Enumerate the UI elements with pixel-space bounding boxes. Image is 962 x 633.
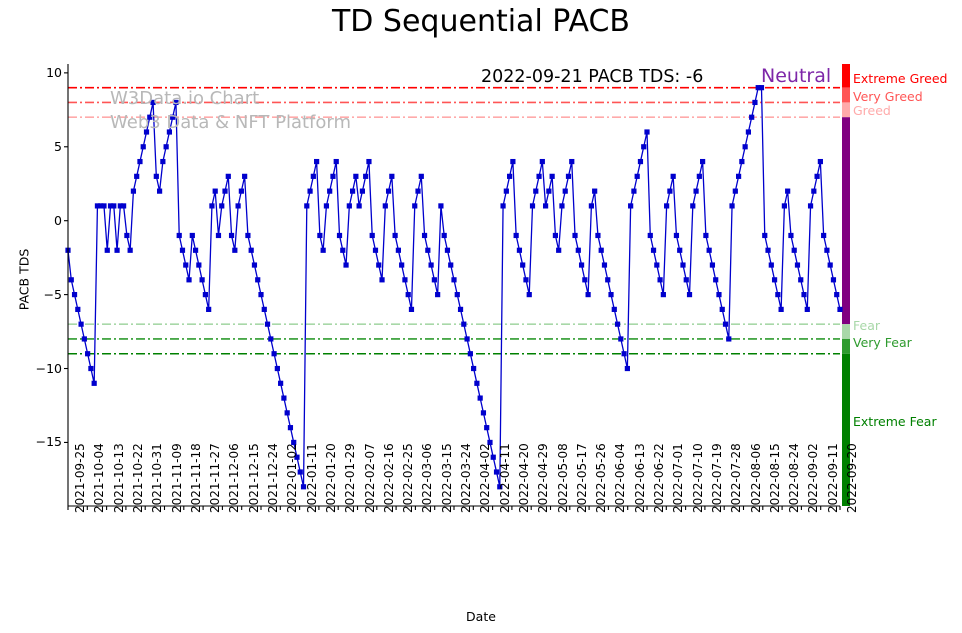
x-axis-tick-label: 2022-04-02 — [478, 443, 493, 513]
x-axis-tick-label: 2021-11-27 — [208, 443, 223, 513]
x-axis-tick-label: 2022-04-11 — [497, 443, 512, 513]
x-axis-tick-label: 2021-11-09 — [169, 443, 184, 513]
x-axis-tick-label: 2022-02-16 — [381, 443, 396, 513]
tds-series-markers — [65, 85, 843, 490]
x-axis-tick-label: 2022-07-19 — [709, 443, 724, 513]
x-axis-tick-label: 2022-03-06 — [420, 443, 435, 513]
zone-label-very-greed: Very Greed — [853, 88, 923, 104]
y-axis-tick-label: 0 — [54, 212, 62, 228]
sentiment-colorbar — [842, 64, 850, 506]
zone-label-extreme-fear: Extreme Fear — [853, 413, 937, 429]
x-axis-tick-label: 2022-08-06 — [748, 443, 763, 513]
x-axis-tick-label: 2021-12-24 — [266, 443, 280, 513]
threshold-lines — [68, 86, 840, 355]
zone-label-greed: Greed — [853, 103, 891, 119]
x-axis-tick-label: 2022-06-13 — [632, 443, 647, 513]
x-axis-tick-label: 2021-10-22 — [130, 443, 145, 513]
page-title: TD Sequential PACB — [331, 4, 631, 39]
x-axis-tick-label: 2022-06-04 — [613, 443, 628, 513]
x-axis-tick-label: 2022-05-26 — [594, 443, 609, 513]
y-axis-tick-label: −15 — [35, 434, 62, 450]
watermark-line-2: Web3 Data & NFT Platform — [110, 112, 352, 133]
x-axis-tick-label: 2022-09-02 — [806, 443, 821, 513]
x-axis-tick-label: 2022-05-17 — [574, 443, 589, 513]
x-axis-tick-label: 2022-01-29 — [343, 443, 358, 513]
x-axis-tick-label: 2022-01-02 — [285, 443, 300, 513]
latest-reading-annotation: 2022-09-21 PACB TDS: -6 — [481, 67, 704, 87]
zone-label-very-fear: Very Fear — [853, 335, 912, 351]
x-axis-tick-label: 2022-01-11 — [304, 443, 319, 513]
x-axis-tick-label: 2021-10-13 — [111, 443, 126, 513]
x-axis-tick-label: 2022-03-15 — [439, 443, 454, 513]
x-axis-tick-label: 2022-04-29 — [536, 443, 551, 513]
watermark-line-1: W3Data.io Chart — [110, 88, 260, 109]
x-axis-tick-label: 2022-09-11 — [825, 443, 840, 513]
x-axis-tick-label: 2022-01-20 — [323, 443, 338, 513]
x-axis-tick-label: 2022-09-20 — [845, 443, 859, 513]
x-axis-tick-label: 2022-07-10 — [690, 443, 705, 513]
x-axis-tick-label: 2022-02-25 — [401, 443, 416, 513]
x-axis-tick-label: 2022-05-08 — [555, 443, 570, 513]
x-axis-tick-label: 2022-07-28 — [729, 443, 744, 513]
x-axis-tick-label: 2021-10-04 — [92, 443, 107, 513]
x-axis-tick-label: 2022-03-24 — [459, 443, 473, 513]
x-axis-title: Date — [466, 609, 496, 624]
x-axis-tick-label: 2022-07-01 — [671, 443, 686, 513]
x-axis-tick-label: 2022-06-22 — [652, 443, 666, 513]
y-axis-tick-label: −5 — [43, 286, 62, 302]
y-axis-tick-label: −10 — [35, 360, 62, 376]
zone-label-extreme-greed: Extreme Greed — [853, 70, 948, 86]
x-axis-tick-label: 2021-09-25 — [73, 443, 87, 513]
y-axis-tick-label: 10 — [46, 64, 62, 80]
sentiment-status-label: Neutral — [761, 65, 832, 87]
x-axis-tick-label: 2021-12-15 — [246, 443, 261, 513]
y-axis-tick-label: 5 — [54, 138, 62, 154]
x-axis-tick-label: 2022-08-24 — [787, 443, 802, 513]
x-axis-tick-label: 2022-08-15 — [767, 443, 782, 513]
x-axis-tick-label: 2021-10-31 — [150, 443, 165, 513]
y-axis-title: PACB TDS — [16, 248, 32, 311]
tds-series-line — [67, 87, 841, 487]
x-axis-tick-label: 2021-11-18 — [188, 443, 203, 513]
zone-label-fear: Fear — [853, 317, 880, 333]
x-axis-tick-label: 2022-04-20 — [516, 443, 531, 513]
x-axis-tick-label: 2021-12-06 — [227, 443, 242, 513]
x-axis-tick-label: 2022-02-07 — [362, 443, 377, 513]
